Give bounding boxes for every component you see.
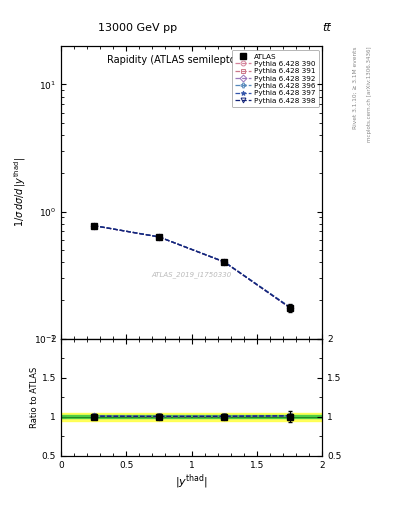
Bar (61, 415, 322, 418)
Y-axis label: $1/\sigma\,d\sigma/d\,|y^{\mathrm{thad}}|$: $1/\sigma\,d\sigma/d\,|y^{\mathrm{thad}}… (13, 157, 28, 227)
X-axis label: $|y^{\mathrm{thad}}|$: $|y^{\mathrm{thad}}|$ (175, 472, 208, 491)
Text: ATLAS_2019_I1750330: ATLAS_2019_I1750330 (151, 271, 232, 278)
Text: Rapidity (ATLAS semileptonic t͟bar): Rapidity (ATLAS semileptonic t͟bar) (107, 55, 277, 65)
Y-axis label: Ratio to ATLAS: Ratio to ATLAS (30, 367, 39, 428)
Text: Rivet 3.1.10; ≥ 3.1M events: Rivet 3.1.10; ≥ 3.1M events (353, 46, 358, 129)
Text: tt̅: tt̅ (322, 23, 331, 33)
Text: mcplots.cern.ch [arXiv:1306.3436]: mcplots.cern.ch [arXiv:1306.3436] (367, 46, 372, 142)
Bar (61, 413, 322, 420)
Legend: ATLAS, Pythia 6.428 390, Pythia 6.428 391, Pythia 6.428 392, Pythia 6.428 396, P: ATLAS, Pythia 6.428 390, Pythia 6.428 39… (232, 50, 319, 108)
Text: 13000 GeV pp: 13000 GeV pp (98, 23, 177, 33)
